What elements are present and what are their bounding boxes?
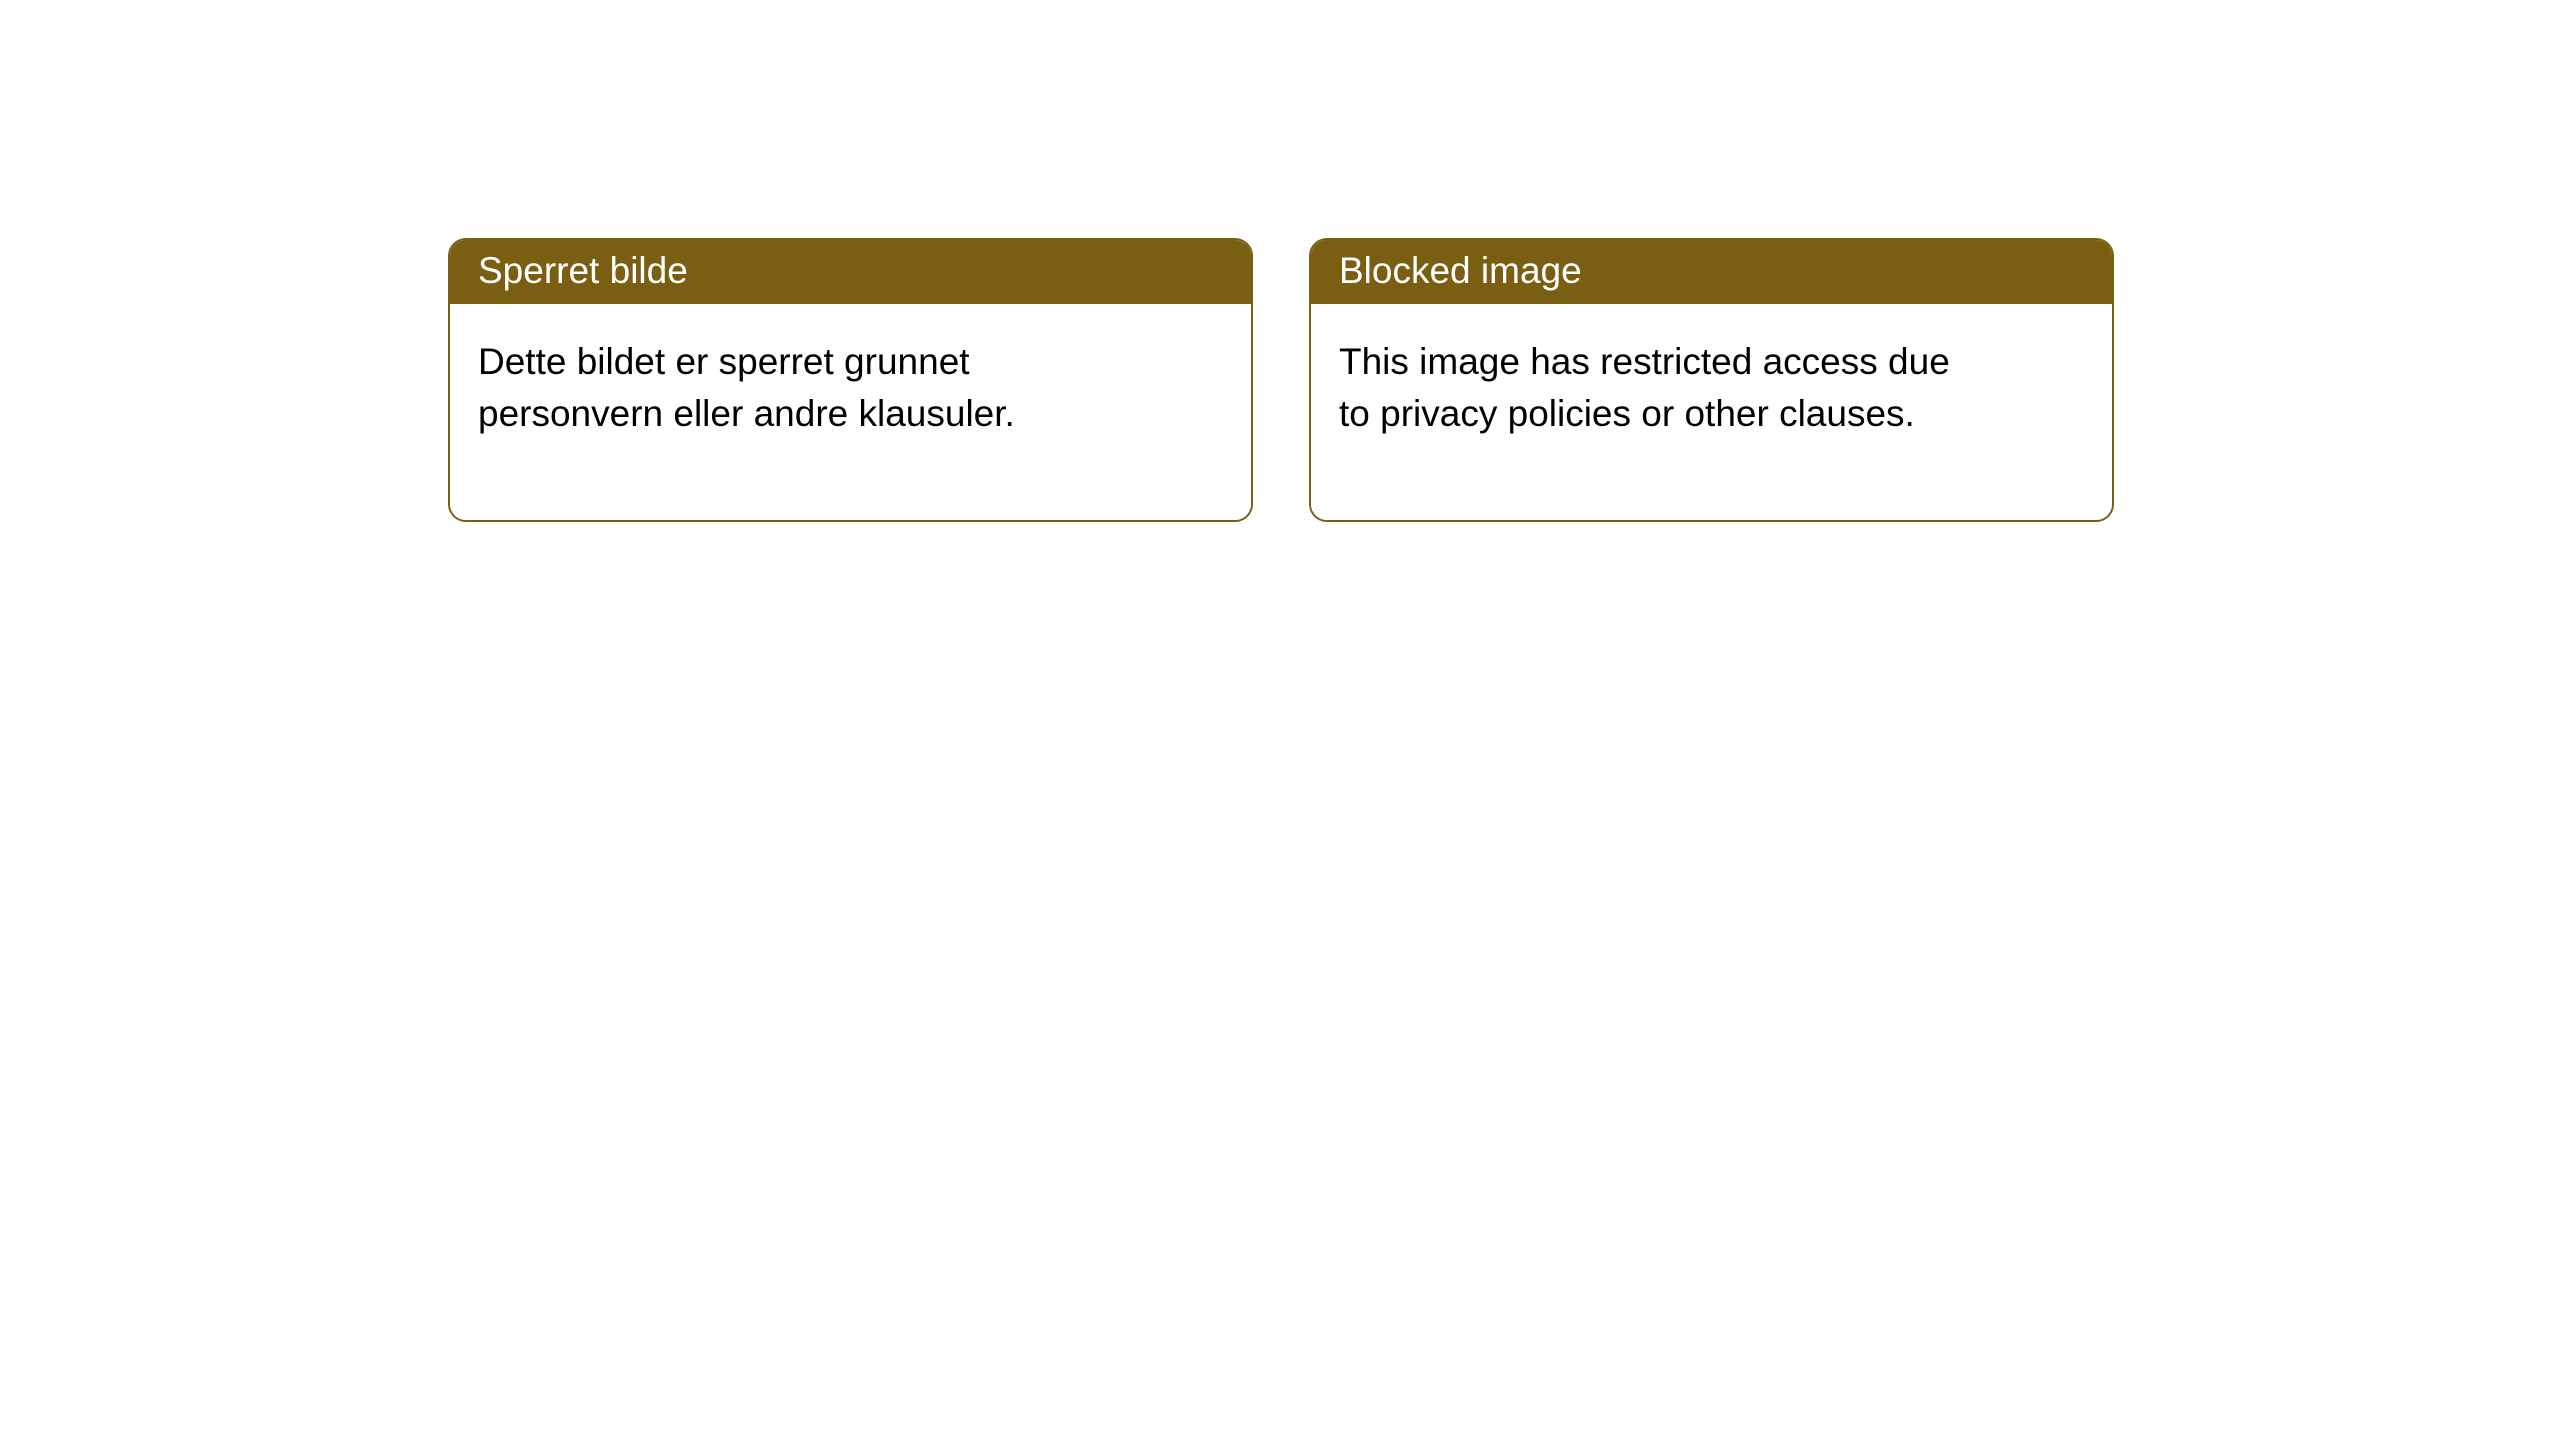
notice-card-english: Blocked image This image has restricted … <box>1309 238 2114 522</box>
notice-body-english: This image has restricted access due to … <box>1311 304 2112 520</box>
notice-header-english: Blocked image <box>1311 240 2112 304</box>
notice-title-english: Blocked image <box>1339 250 1582 291</box>
notice-header-norwegian: Sperret bilde <box>450 240 1251 304</box>
notice-container: Sperret bilde Dette bildet er sperret gr… <box>0 0 2560 522</box>
notice-body-norwegian: Dette bildet er sperret grunnet personve… <box>450 304 1251 520</box>
notice-card-norwegian: Sperret bilde Dette bildet er sperret gr… <box>448 238 1253 522</box>
notice-title-norwegian: Sperret bilde <box>478 250 688 291</box>
notice-text-norwegian: Dette bildet er sperret grunnet personve… <box>478 336 1118 440</box>
notice-text-english: This image has restricted access due to … <box>1339 336 1979 440</box>
